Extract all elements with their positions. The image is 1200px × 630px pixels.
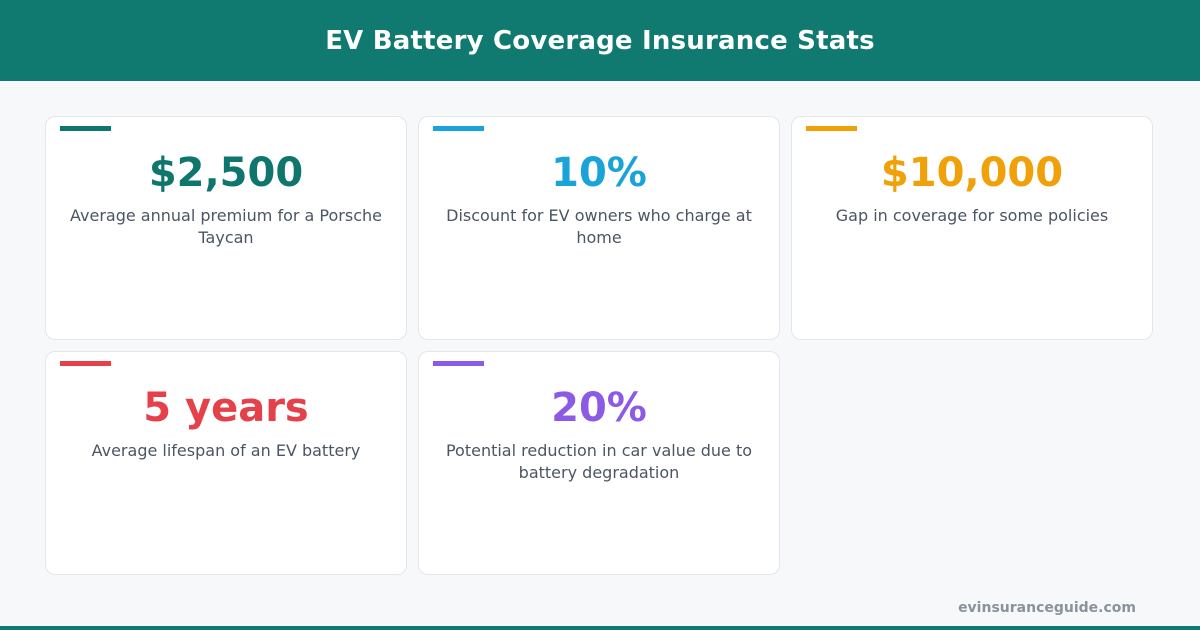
stat-description: Discount for EV owners who charge at hom… — [446, 206, 752, 247]
stat-value: 10% — [551, 150, 647, 196]
page-title: EV Battery Coverage Insurance Stats — [325, 25, 875, 56]
stat-value: 5 years — [143, 385, 309, 431]
stat-value: $2,500 — [148, 150, 304, 196]
bottom-accent-bar — [0, 626, 1200, 630]
site-url: evinsuranceguide.com — [958, 600, 1136, 616]
card-accent-bar — [806, 126, 857, 131]
stat-description: Potential reduction in car value due to … — [445, 441, 753, 482]
card-accent-bar — [433, 361, 484, 366]
stat-card-premium: $2,500 Average annual premium for a Pors… — [45, 116, 407, 340]
stat-value: $10,000 — [880, 150, 1064, 196]
stat-description: Average lifespan of an EV battery — [91, 441, 361, 460]
stat-description: Gap in coverage for some policies — [835, 206, 1109, 225]
stat-card-value-reduction: 20% Potential reduction in car value due… — [418, 351, 780, 575]
stat-value: 20% — [551, 385, 647, 431]
stat-card-discount: 10% Discount for EV owners who charge at… — [418, 116, 780, 340]
card-accent-bar — [433, 126, 484, 131]
card-accent-bar — [60, 126, 111, 131]
card-accent-bar — [60, 361, 111, 366]
stat-card-coverage-gap: $10,000 Gap in coverage for some policie… — [791, 116, 1153, 340]
header-banner: EV Battery Coverage Insurance Stats — [0, 0, 1200, 81]
stat-description: Average annual premium for a Porsche Tay… — [70, 206, 382, 247]
stat-card-battery-lifespan: 5 years Average lifespan of an EV batter… — [45, 351, 407, 575]
